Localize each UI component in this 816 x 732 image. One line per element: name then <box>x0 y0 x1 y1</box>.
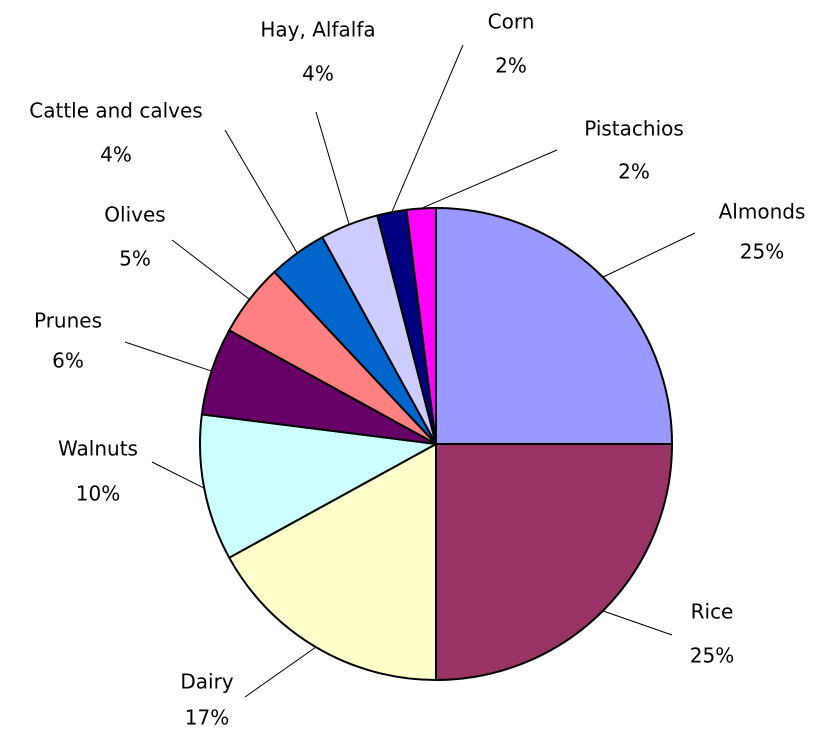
slice-value-label: 10% <box>76 482 120 506</box>
pie-slice <box>199 413 440 560</box>
slice-value-label: 4% <box>100 143 132 167</box>
leader-line <box>124 341 212 372</box>
slice-label: Pistachios <box>584 117 684 141</box>
slice-value-label: 17% <box>185 706 229 730</box>
slice-value-label: 2% <box>618 160 650 184</box>
leader-line <box>224 129 298 254</box>
slice-label: Hay, Alfalfa <box>260 18 375 42</box>
leader-line <box>420 149 558 209</box>
slice-value-label: 5% <box>119 247 151 271</box>
slice-value-label: 6% <box>52 349 84 373</box>
slice-value-label: 25% <box>690 644 734 668</box>
slice-label: Corn <box>488 10 535 34</box>
slice-label: Olives <box>104 203 165 227</box>
leader-line <box>151 461 205 489</box>
pie-slice <box>435 206 674 445</box>
slice-label: Prunes <box>34 309 102 333</box>
pie-slice <box>405 206 437 445</box>
slice-label: Rice <box>691 600 734 624</box>
slice-label: Almonds <box>719 200 806 224</box>
pie-slice <box>435 443 674 682</box>
leader-line <box>602 232 696 278</box>
leader-line <box>171 239 250 300</box>
leader-line <box>244 646 317 698</box>
slice-label: Dairy <box>180 670 233 694</box>
pie-slice <box>227 442 437 682</box>
slice-label: Cattle and calves <box>29 99 202 123</box>
slice-value-label: 25% <box>740 240 784 264</box>
slice-value-label: 4% <box>302 62 334 86</box>
slice-label: Walnuts <box>58 437 138 461</box>
slice-value-label: 2% <box>495 54 527 78</box>
leader-line <box>602 610 673 636</box>
leader-line <box>391 44 464 213</box>
leader-line <box>315 111 350 225</box>
